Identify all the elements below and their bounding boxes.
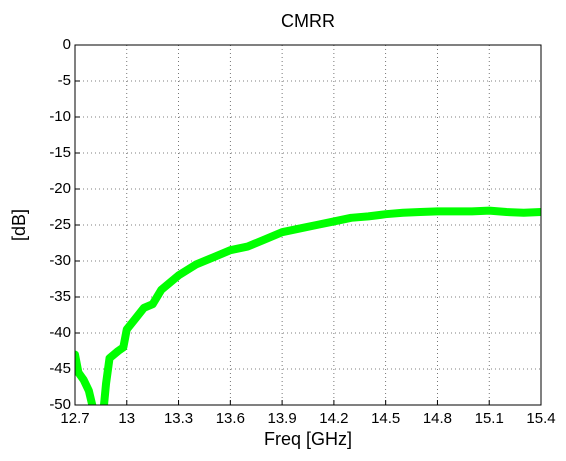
y-axis-label: [dB] (9, 209, 29, 241)
chart-title: CMRR (281, 11, 335, 31)
x-tick-label: 14.2 (319, 410, 348, 427)
x-tick-label: 13.9 (268, 410, 297, 427)
plot-frame (74, 44, 542, 406)
x-tick-label: 13 (118, 410, 135, 427)
x-tick-label: 13.3 (164, 410, 193, 427)
y-tick-label: -15 (49, 144, 71, 161)
x-tick-label: 13.6 (216, 410, 245, 427)
y-tick-label: -5 (58, 72, 71, 89)
y-tick-label: -30 (49, 252, 71, 269)
y-tick-label: -50 (49, 396, 71, 413)
y-tick-label: -20 (49, 180, 71, 197)
data-line (75, 206, 541, 405)
y-tick-label: 0 (63, 36, 71, 53)
x-tick-label: 14.8 (423, 410, 452, 427)
y-tick-label: -35 (49, 288, 71, 305)
y-tick-label: -40 (49, 324, 71, 341)
y-tick-label: -25 (49, 216, 71, 233)
x-axis-label: Freq [GHz] (264, 429, 352, 449)
x-tick-label: 15.1 (475, 410, 504, 427)
y-tick-label: -45 (49, 360, 71, 377)
x-tick-label: 15.4 (526, 410, 555, 427)
y-tick-label: -10 (49, 108, 71, 125)
x-tick-label: 12.7 (60, 410, 89, 427)
x-tick-label: 14.5 (371, 410, 400, 427)
